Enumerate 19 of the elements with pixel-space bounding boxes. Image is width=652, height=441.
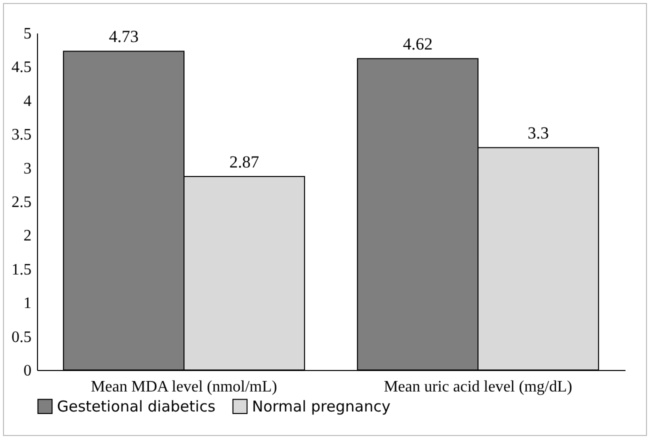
data-label: 4.62 [402,34,433,54]
y-tick-label: 1.5 [12,261,32,278]
legend-label: Normal pregnancy [252,397,391,416]
x-tick-label: Mean MDA level (nmol/mL) [90,378,278,396]
data-label: 2.87 [229,152,260,172]
y-tick-label: 3 [24,160,32,178]
legend-label: Gestetional diabetics [57,397,216,416]
data-label: 4.73 [108,27,139,46]
y-tick-label: 4 [24,92,32,110]
y-tick-label: 4.5 [12,59,32,76]
y-tick-label: 0.5 [12,328,32,346]
y-tick-label: 2 [24,228,32,245]
y-tick-label: 0 [24,362,32,380]
y-tick-label: 2.5 [12,194,32,211]
y-tick-label: 1 [24,295,32,312]
x-tick-label: Mean uric acid level (mg/dL) [384,378,572,396]
data-label: 3.3 [528,124,549,143]
y-tick-label: 3.5 [12,126,32,144]
y-tick-label: 5 [24,26,32,42]
